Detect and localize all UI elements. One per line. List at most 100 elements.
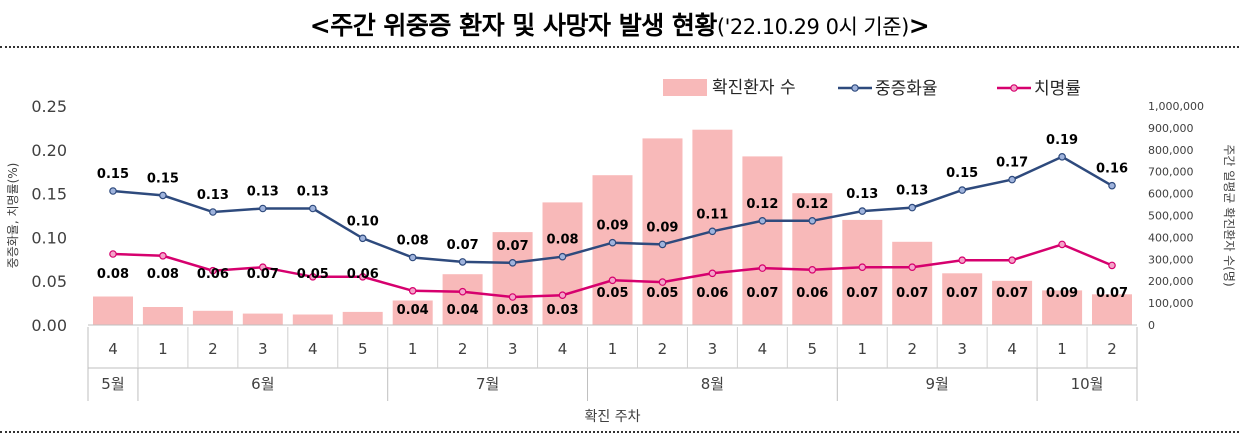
y-right-tick-label: 300,000	[1148, 253, 1194, 266]
severe-rate-data-label: 0.15	[97, 167, 129, 182]
severe-rate-point	[958, 186, 967, 194]
severe-rate-data-label: 0.12	[746, 197, 778, 212]
severe-rate-data-label: 0.16	[1096, 162, 1128, 177]
fatality-rate-data-label: 0.06	[696, 286, 728, 301]
fatality-rate-point	[209, 266, 217, 275]
y-right-tick-label: 900,000	[1148, 122, 1194, 135]
fatality-rate-point	[458, 287, 467, 296]
confirmed-bar	[142, 307, 183, 325]
fatality-rate-data-label: 0.09	[1046, 286, 1078, 301]
severe-rate-data-label: 0.07	[497, 239, 529, 254]
severe-rate-point	[308, 204, 317, 213]
fatality-rate-point	[358, 272, 367, 281]
confirmed-bar	[292, 314, 333, 325]
y-left-tick-label: 0.05	[31, 272, 67, 291]
confirmed-bar	[1092, 294, 1132, 325]
y-left-tick-label: 0.00	[31, 316, 67, 335]
fatality-rate-data-label: 0.06	[197, 267, 229, 282]
fatality-rate-data-label: 0.08	[147, 267, 179, 282]
y-right-tick-label: 1,000,000	[1148, 100, 1204, 113]
severe-rate-data-label: 0.17	[996, 156, 1028, 171]
fatality-rate-point	[558, 291, 567, 300]
severe-rate-data-label: 0.13	[846, 187, 878, 202]
confirmed-bar	[1042, 290, 1083, 325]
x-month-label: 7월	[476, 375, 499, 393]
x-week-label: 2	[1107, 340, 1117, 358]
x-week-label: 4	[1007, 340, 1017, 358]
x-week-label: 3	[508, 340, 518, 358]
fatality-rate-data-label: 0.03	[497, 303, 529, 318]
severe-rate-point	[1008, 175, 1016, 184]
confirmed-bar	[792, 193, 833, 325]
severe-rate-point	[908, 203, 917, 212]
fatality-rate-data-label: 0.07	[946, 286, 978, 301]
confirmed-bar	[242, 313, 283, 325]
fatality-rate-point	[608, 276, 617, 285]
legend-bar-label: 확진환자 수	[712, 78, 796, 98]
severe-rate-data-label: 0.08	[397, 234, 429, 249]
fatality-rate-point	[658, 278, 667, 286]
confirmed-bar	[542, 202, 583, 325]
confirmed-bar	[842, 219, 883, 325]
severe-rate-data-label: 0.13	[297, 184, 329, 199]
fatality-rate-point	[908, 263, 917, 272]
severe-rate-point	[658, 240, 667, 249]
fatality-rate-point	[109, 250, 117, 258]
severe-rate-point	[1058, 153, 1066, 161]
fatality-rate-point	[408, 286, 417, 295]
x-axis-title: 확진 주차	[585, 409, 641, 425]
severe-rate-data-label: 0.09	[646, 220, 678, 235]
y-right-tick-label: 400,000	[1148, 231, 1194, 244]
severe-rate-point	[209, 208, 217, 216]
severe-rate-data-label: 0.13	[247, 184, 279, 199]
legend-fatality-marker	[1010, 84, 1018, 92]
severe-rate-data-label: 0.11	[696, 207, 728, 222]
confirmed-bar	[492, 232, 533, 325]
fatality-rate-data-label: 0.07	[896, 286, 928, 301]
confirmed-bar	[992, 280, 1033, 325]
x-week-label: 2	[907, 340, 917, 358]
severe-rate-data-label: 0.08	[547, 233, 579, 248]
fatality-rate-data-label: 0.07	[1096, 286, 1128, 301]
severe-rate-data-label: 0.15	[147, 171, 179, 186]
severe-rate-data-label: 0.13	[197, 188, 229, 203]
y-left-tick-label: 0.10	[31, 228, 67, 247]
y-left-axis-title: 중증화율, 치명률(%)	[6, 163, 20, 269]
confirmed-bar	[742, 156, 783, 325]
y-right-tick-label: 600,000	[1148, 188, 1194, 201]
legend-bar-swatch	[663, 79, 707, 96]
bottom-divider	[0, 431, 1239, 433]
severe-rate-data-label: 0.13	[896, 184, 928, 199]
y-right-tick-label: 800,000	[1148, 144, 1194, 157]
severe-rate-point	[508, 258, 517, 267]
fatality-rate-point	[808, 265, 817, 274]
x-week-label: 1	[608, 340, 618, 358]
confirmed-bar	[392, 300, 433, 325]
y-left-tick-label: 0.15	[31, 185, 67, 204]
y-right-axis-title: 주간 일평균 확진환자 수(명)	[1222, 144, 1236, 286]
severe-rate-point	[458, 258, 467, 266]
fatality-rate-data-label: 0.05	[297, 267, 329, 282]
confirmed-bar	[592, 175, 633, 325]
fatality-rate-data-label: 0.07	[247, 267, 279, 282]
severe-rate-point	[258, 204, 267, 213]
y-right-tick-label: 0	[1148, 319, 1155, 332]
severe-rate-data-label: 0.10	[347, 214, 379, 229]
y-left-tick-label: 0.20	[31, 141, 67, 160]
y-right-tick-label: 700,000	[1148, 166, 1194, 179]
fatality-rate-data-label: 0.06	[347, 267, 379, 282]
fatality-rate-point	[858, 263, 867, 272]
fatality-rate-data-label: 0.07	[846, 286, 878, 301]
fatality-rate-data-label: 0.05	[596, 286, 628, 301]
severe-rate-data-label: 0.12	[796, 197, 828, 212]
x-month-label: 10월	[1071, 375, 1104, 393]
fatality-rate-point	[1058, 240, 1066, 249]
fatality-rate-data-label: 0.07	[996, 286, 1028, 301]
chart-title: <주간 위중증 환자 및 사망자 발생 현황('22.10.29 0시 기준)>	[0, 0, 1239, 44]
fatality-rate-point	[308, 272, 317, 281]
y-right-tick-label: 200,000	[1148, 275, 1194, 288]
severe-rate-point	[858, 207, 867, 215]
fatality-rate-data-label: 0.07	[746, 286, 778, 301]
y-right-tick-label: 100,000	[1148, 297, 1194, 310]
severe-rate-point	[558, 252, 567, 261]
